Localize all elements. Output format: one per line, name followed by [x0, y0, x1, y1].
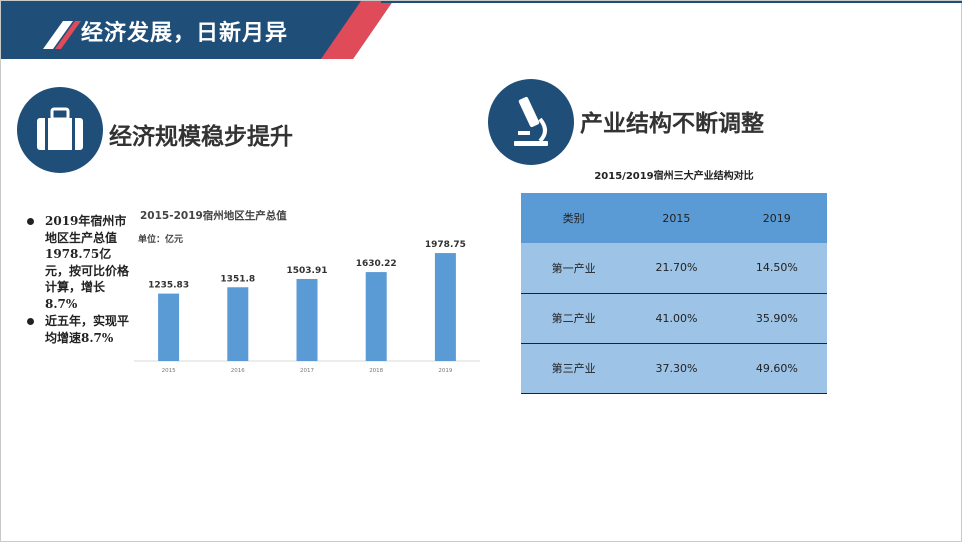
bar-2018 [365, 272, 387, 361]
bullet-dot-icon [27, 218, 34, 225]
table-cell: 49.60% [726, 343, 827, 394]
table-header-row: 类别 2015 2019 [521, 193, 827, 243]
table-cell: 35.90% [726, 293, 827, 344]
bar-2015 [158, 293, 180, 361]
left-section-title: 经济规模稳步提升 [109, 124, 293, 150]
table-header-cell: 类别 [521, 193, 627, 243]
bullet-text: 2019年宿州市地区生产总值1978.75亿元，按可比价格计算，增长8.7% [45, 214, 130, 311]
briefcase-icon [17, 87, 103, 173]
header-shape [1, 1, 393, 59]
data-label-2016: 1351.8 [220, 274, 255, 284]
data-label-2017: 1503.91 [287, 266, 328, 276]
table-header-cell: 2015 [626, 193, 727, 243]
bullet-item: 近五年，实现平均增速8.7% [27, 313, 131, 346]
table-cell: 第一产业 [521, 243, 627, 294]
tick-label-2017: 2017 [300, 368, 314, 374]
chart-unit: 单位：亿元 [138, 235, 184, 245]
header-rule [381, 1, 962, 3]
bar-2019 [434, 253, 456, 361]
table-row: 第一产业 21.70% 14.50% [521, 243, 827, 294]
data-label-2015: 1235.83 [148, 281, 189, 291]
table-header-cell: 2019 [726, 193, 827, 243]
data-label-2019: 1978.75 [425, 240, 466, 250]
table-cell: 第二产业 [521, 293, 627, 344]
tick-label-2016: 2016 [231, 368, 245, 374]
slash-icon [43, 21, 73, 49]
tick-label-2015: 2015 [162, 368, 176, 374]
table-cell: 第三产业 [521, 343, 627, 394]
table-cell: 21.70% [626, 243, 727, 294]
table-cell: 14.50% [726, 243, 827, 294]
tick-label-2018: 2018 [369, 368, 383, 374]
bullet-text: 近五年，实现平均增速8.7% [45, 314, 130, 345]
data-label-2018: 1630.22 [356, 259, 397, 269]
table-row: 第三产业 37.30% 49.60% [521, 343, 827, 394]
industry-structure-table: 类别 2015 2019 第一产业 21.70% 14.50% 第二产业 41.… [521, 193, 827, 394]
right-section-title: 产业结构不断调整 [580, 111, 764, 137]
header-banner: 经济发展，日新月异 [1, 1, 401, 59]
chart-plot: 1235.83 2015 1351.8 2016 1503.91 2017 1630.22 2… [134, 240, 480, 374]
bullet-dot-icon [27, 318, 34, 325]
page-title: 经济发展，日新月异 [81, 21, 289, 46]
bar-2016 [227, 287, 249, 361]
microscope-icon [488, 79, 574, 165]
bullet-item: 2019年宿州市地区生产总值1978.75亿元，按可比价格计算，增长8.7% [27, 213, 131, 312]
bar-2017 [296, 278, 318, 361]
gdp-bar-chart: 2015-2019宿州地区生产总值 单位：亿元 1235.83 2015 1351.… [134, 201, 484, 381]
table-cell: 37.30% [626, 343, 727, 394]
chart-title: 2015-2019宿州地区生产总值 [140, 210, 287, 222]
tick-label-2019: 2019 [438, 368, 452, 374]
bullet-list: 2019年宿州市地区生产总值1978.75亿元，按可比价格计算，增长8.7% 近… [27, 213, 131, 347]
table-row: 第二产业 41.00% 35.90% [521, 293, 827, 344]
table-title: 2015/2019宿州三大产业结构对比 [594, 171, 754, 182]
table-cell: 41.00% [626, 293, 727, 344]
slash-accent-icon [55, 21, 81, 49]
